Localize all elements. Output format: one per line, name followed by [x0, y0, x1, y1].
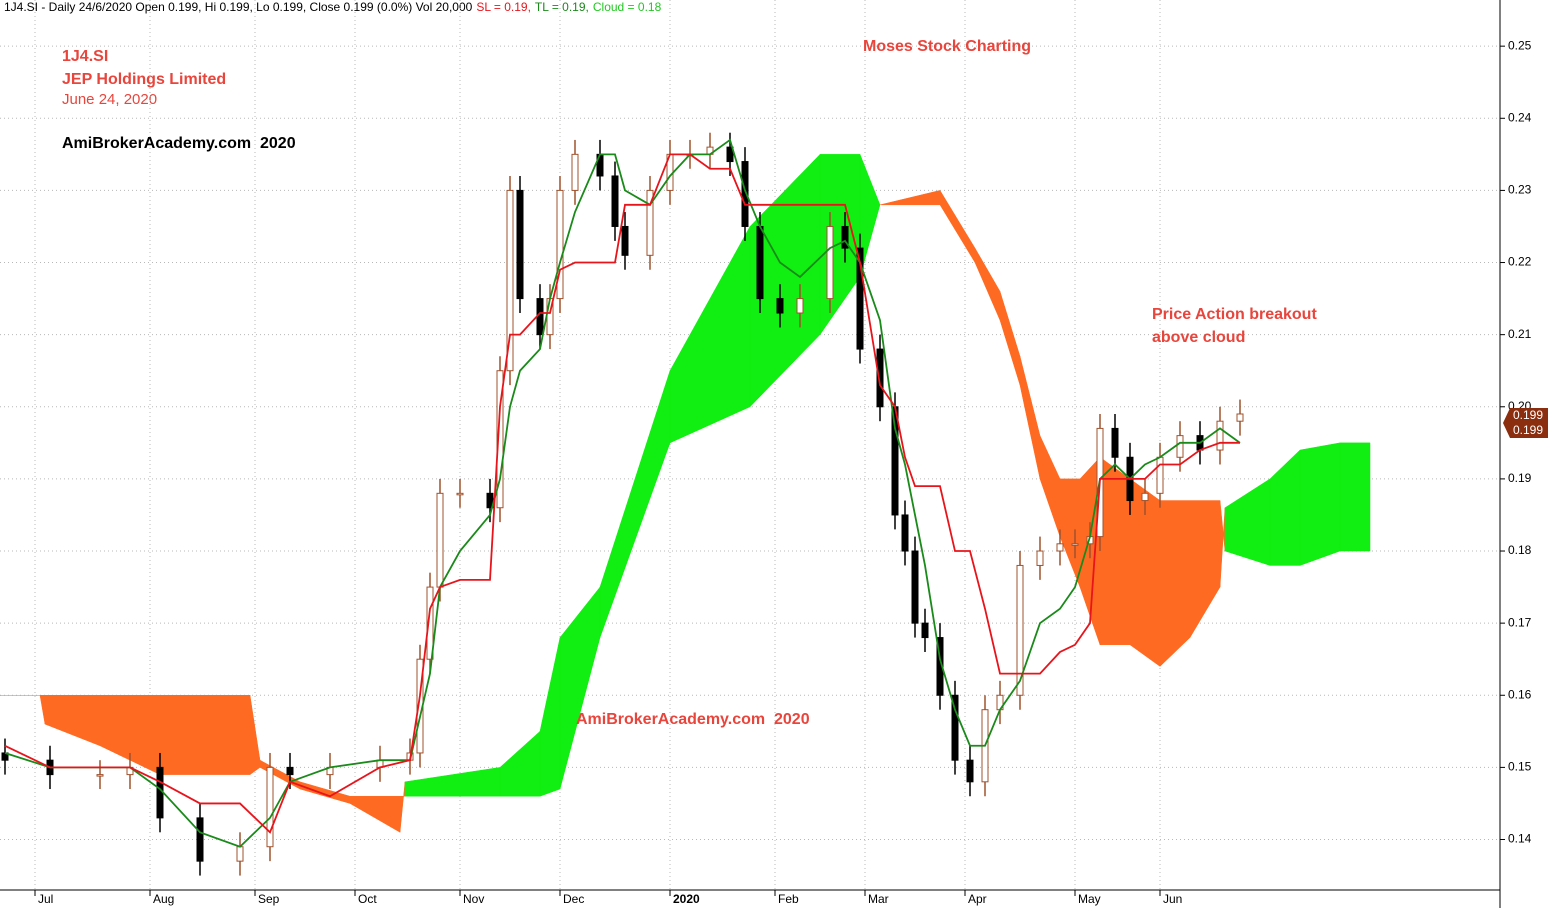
- x-tick-label: Aug: [153, 892, 174, 906]
- annotation: above cloud: [1152, 329, 1245, 346]
- cloud-segment: [1159, 500, 1191, 668]
- y-tick-label: 0.24: [1508, 110, 1532, 124]
- indicator-line: [4, 138, 1241, 848]
- annotation: AmiBrokerAcademy.com 2020: [62, 135, 296, 152]
- y-tick-label: 0.22: [1508, 255, 1532, 269]
- candle-body: [516, 189, 524, 300]
- header-text: 1J4.SI - Daily 24/6/2020 Open 0.199, Hi …: [4, 0, 473, 14]
- candle-body: [1056, 543, 1064, 552]
- cloud-segment: [159, 695, 251, 775]
- x-tick-label: Oct: [358, 892, 377, 906]
- candle-body: [536, 298, 544, 336]
- candle-body: [1141, 492, 1149, 502]
- candle-body: [556, 189, 564, 300]
- y-tick-label: 0.16: [1508, 687, 1532, 701]
- candle-body: [571, 153, 579, 191]
- x-tick-label: Apr: [968, 892, 987, 906]
- candle-body: [841, 225, 849, 249]
- candle-body: [951, 694, 959, 761]
- candle-body: [1036, 550, 1044, 566]
- chart-title: 1J4.SI: [62, 48, 108, 65]
- x-tick-label: May: [1078, 892, 1101, 906]
- candle-body: [286, 766, 294, 776]
- candle-body: [1071, 543, 1079, 546]
- candle-body: [456, 492, 464, 496]
- candle-body: [1236, 413, 1244, 422]
- candle-body: [196, 817, 204, 862]
- candle-body: [486, 492, 494, 509]
- candle-body: [921, 622, 929, 639]
- candle-body: [776, 298, 784, 314]
- candle-body: [1176, 435, 1184, 458]
- candle-body: [506, 189, 514, 372]
- x-tick-label: Jul: [38, 892, 53, 906]
- candle-body: [796, 298, 804, 314]
- candle-body: [756, 225, 764, 300]
- candle-body: [911, 550, 919, 624]
- candle-body: [1016, 564, 1024, 696]
- candle-body: [876, 348, 884, 408]
- cloud-segment: [1299, 442, 1341, 566]
- annotation: Price Action breakout: [1152, 306, 1317, 323]
- x-tick-label: Feb: [778, 892, 799, 906]
- candle-body: [1216, 420, 1224, 451]
- candle-body: [496, 370, 504, 509]
- price-label: 0.199: [1513, 408, 1543, 422]
- candle-body: [856, 247, 864, 350]
- header-indicator: SL = 0.19,: [476, 0, 531, 14]
- y-tick-label: 0.17: [1508, 615, 1532, 629]
- candle-body: [901, 514, 909, 552]
- candle-body: [1111, 427, 1119, 458]
- candle-body: [621, 225, 629, 256]
- header: 1J4.SI - Daily 24/6/2020 Open 0.199, Hi …: [4, 0, 662, 14]
- y-tick-label: 0.14: [1508, 832, 1532, 846]
- x-tick-label: Sep: [258, 892, 280, 906]
- candle-body: [426, 586, 434, 660]
- candle-body: [96, 774, 104, 777]
- candle-body: [826, 225, 834, 300]
- candle-body: [236, 846, 244, 862]
- y-tick-label: 0.23: [1508, 183, 1532, 197]
- y-tick-label: 0.15: [1508, 760, 1532, 774]
- candle-body: [436, 492, 444, 588]
- header-indicator: TL = 0.19,: [535, 0, 589, 14]
- cloud-segment: [859, 154, 881, 278]
- cloud-segment: [1099, 456, 1131, 646]
- x-tick-label: 2020: [673, 892, 700, 906]
- candle-body: [1156, 456, 1164, 494]
- candle-body: [611, 175, 619, 227]
- y-tick-label: 0.18: [1508, 543, 1532, 557]
- candle-body: [266, 766, 274, 848]
- annotation: Moses Stock Charting: [863, 38, 1031, 55]
- chart-date: June 24, 2020: [62, 91, 157, 108]
- candle-body: [741, 161, 749, 227]
- candle-body: [966, 759, 974, 783]
- y-tick-label: 0.19: [1508, 471, 1532, 485]
- price-badge: [1503, 408, 1548, 438]
- chart-subtitle: JEP Holdings Limited: [62, 71, 226, 88]
- y-tick-label: 0.21: [1508, 327, 1532, 341]
- y-tick-label: 0.25: [1508, 38, 1532, 52]
- price-label: 0.199: [1513, 423, 1543, 437]
- x-tick-label: Nov: [463, 892, 484, 906]
- cloud-segment: [1339, 442, 1371, 552]
- candle-body: [726, 146, 734, 163]
- candle-body: [646, 189, 654, 256]
- annotation: AmiBrokerAcademy.com 2020: [576, 711, 810, 728]
- header-indicator: Cloud = 0.18: [593, 0, 662, 14]
- x-tick-label: Jun: [1163, 892, 1182, 906]
- x-tick-label: Mar: [868, 892, 889, 906]
- candle-body: [156, 766, 164, 819]
- indicator-line: [4, 153, 1240, 834]
- x-tick-label: Dec: [563, 892, 584, 906]
